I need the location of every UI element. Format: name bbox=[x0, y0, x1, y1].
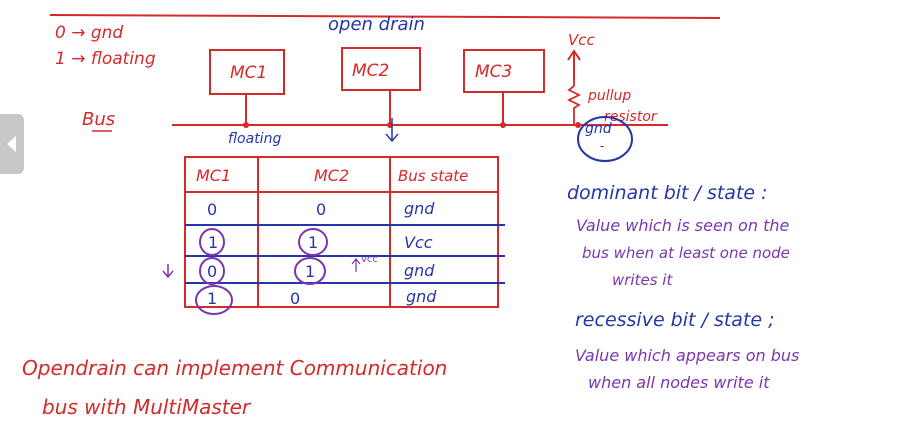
truth-table: MC1 MC2 Bus state 0 0 gnd 1 1 Vcc 0 1 gn… bbox=[162, 156, 505, 315]
row-pointer-arrow-icon bbox=[162, 264, 174, 279]
highlight-circle bbox=[298, 228, 328, 256]
recessive-heading: recessive bit / state ; bbox=[575, 309, 775, 331]
table-cell-r2-mc2: 1 bbox=[308, 233, 318, 252]
conclusion-line-2: bus with MultiMaster bbox=[42, 395, 252, 419]
bus-label: Bus bbox=[82, 109, 115, 130]
resistor-label: resistor bbox=[604, 109, 658, 125]
table-cell-r3-bus: gnd bbox=[404, 261, 435, 280]
table-header-bus-state: Bus state bbox=[398, 167, 468, 185]
vcc-arrow-icon bbox=[567, 49, 581, 80]
vcc-label: Vcc bbox=[568, 31, 596, 49]
highlight-circle bbox=[294, 257, 326, 285]
table-cell-r1-mc2: 0 bbox=[316, 200, 326, 219]
pullup-label: pullup bbox=[587, 88, 631, 104]
mc3-box: MC3 bbox=[463, 49, 545, 125]
pullup-resistor-icon bbox=[566, 80, 582, 125]
top-rule-line bbox=[49, 14, 721, 19]
table-header-mc1: MC1 bbox=[196, 166, 231, 185]
table-cell-r3-mc2: 1 bbox=[305, 262, 315, 281]
table-header-mc2: MC2 bbox=[314, 166, 349, 185]
gnd-circle-label: gnd bbox=[585, 121, 612, 137]
encoding-one-note: 1 → floating bbox=[55, 49, 156, 69]
conclusion-line-1: Opendrain can implement Communication bbox=[22, 356, 447, 380]
table-cell-r2-mc1: 1 bbox=[208, 233, 218, 252]
mc2-box: MC2 bbox=[341, 47, 421, 125]
encoding-zero-note: 0 → gnd bbox=[55, 23, 123, 43]
highlight-circle bbox=[199, 257, 225, 285]
chevron-left-icon bbox=[7, 136, 16, 152]
table-cell-r2-bus: Vcc bbox=[404, 233, 433, 252]
highlight-circle bbox=[199, 228, 225, 256]
vcc-up-arrow-icon bbox=[351, 258, 361, 272]
table-cell-r3-mc1: 0 bbox=[207, 262, 217, 281]
open-drain-title: open drain bbox=[328, 14, 425, 35]
recessive-line-2: when all nodes write it bbox=[588, 373, 770, 392]
highlight-circle bbox=[195, 285, 233, 315]
mc1-box: MC1 bbox=[209, 49, 285, 125]
gnd-dot: - bbox=[600, 139, 604, 153]
mc3-label: MC3 bbox=[475, 62, 512, 82]
bus-floating-label: floating bbox=[228, 131, 281, 147]
table-cell-r4-mc1: 1 bbox=[207, 289, 217, 308]
mc2-label: MC2 bbox=[352, 61, 389, 81]
table-cell-r1-mc1: 0 bbox=[207, 200, 217, 219]
table-cell-r4-bus: gnd bbox=[406, 287, 437, 306]
dominant-line-3: writes it bbox=[612, 271, 673, 289]
gnd-circle bbox=[577, 116, 633, 162]
table-vcc-annotation: vcc bbox=[361, 254, 378, 265]
mc1-label: MC1 bbox=[230, 63, 267, 83]
table-cell-r1-bus: gnd bbox=[404, 199, 435, 218]
previous-page-tab[interactable] bbox=[0, 114, 24, 174]
dominant-heading: dominant bit / state : bbox=[567, 182, 768, 204]
dominant-line-2: bus when at least one node bbox=[582, 244, 790, 262]
dominant-line-1: Value which is seen on the bbox=[576, 216, 789, 235]
bus-down-arrow-icon bbox=[385, 118, 399, 143]
table-cell-r4-mc2: 0 bbox=[290, 289, 300, 308]
recessive-line-1: Value which appears on bus bbox=[575, 346, 799, 365]
